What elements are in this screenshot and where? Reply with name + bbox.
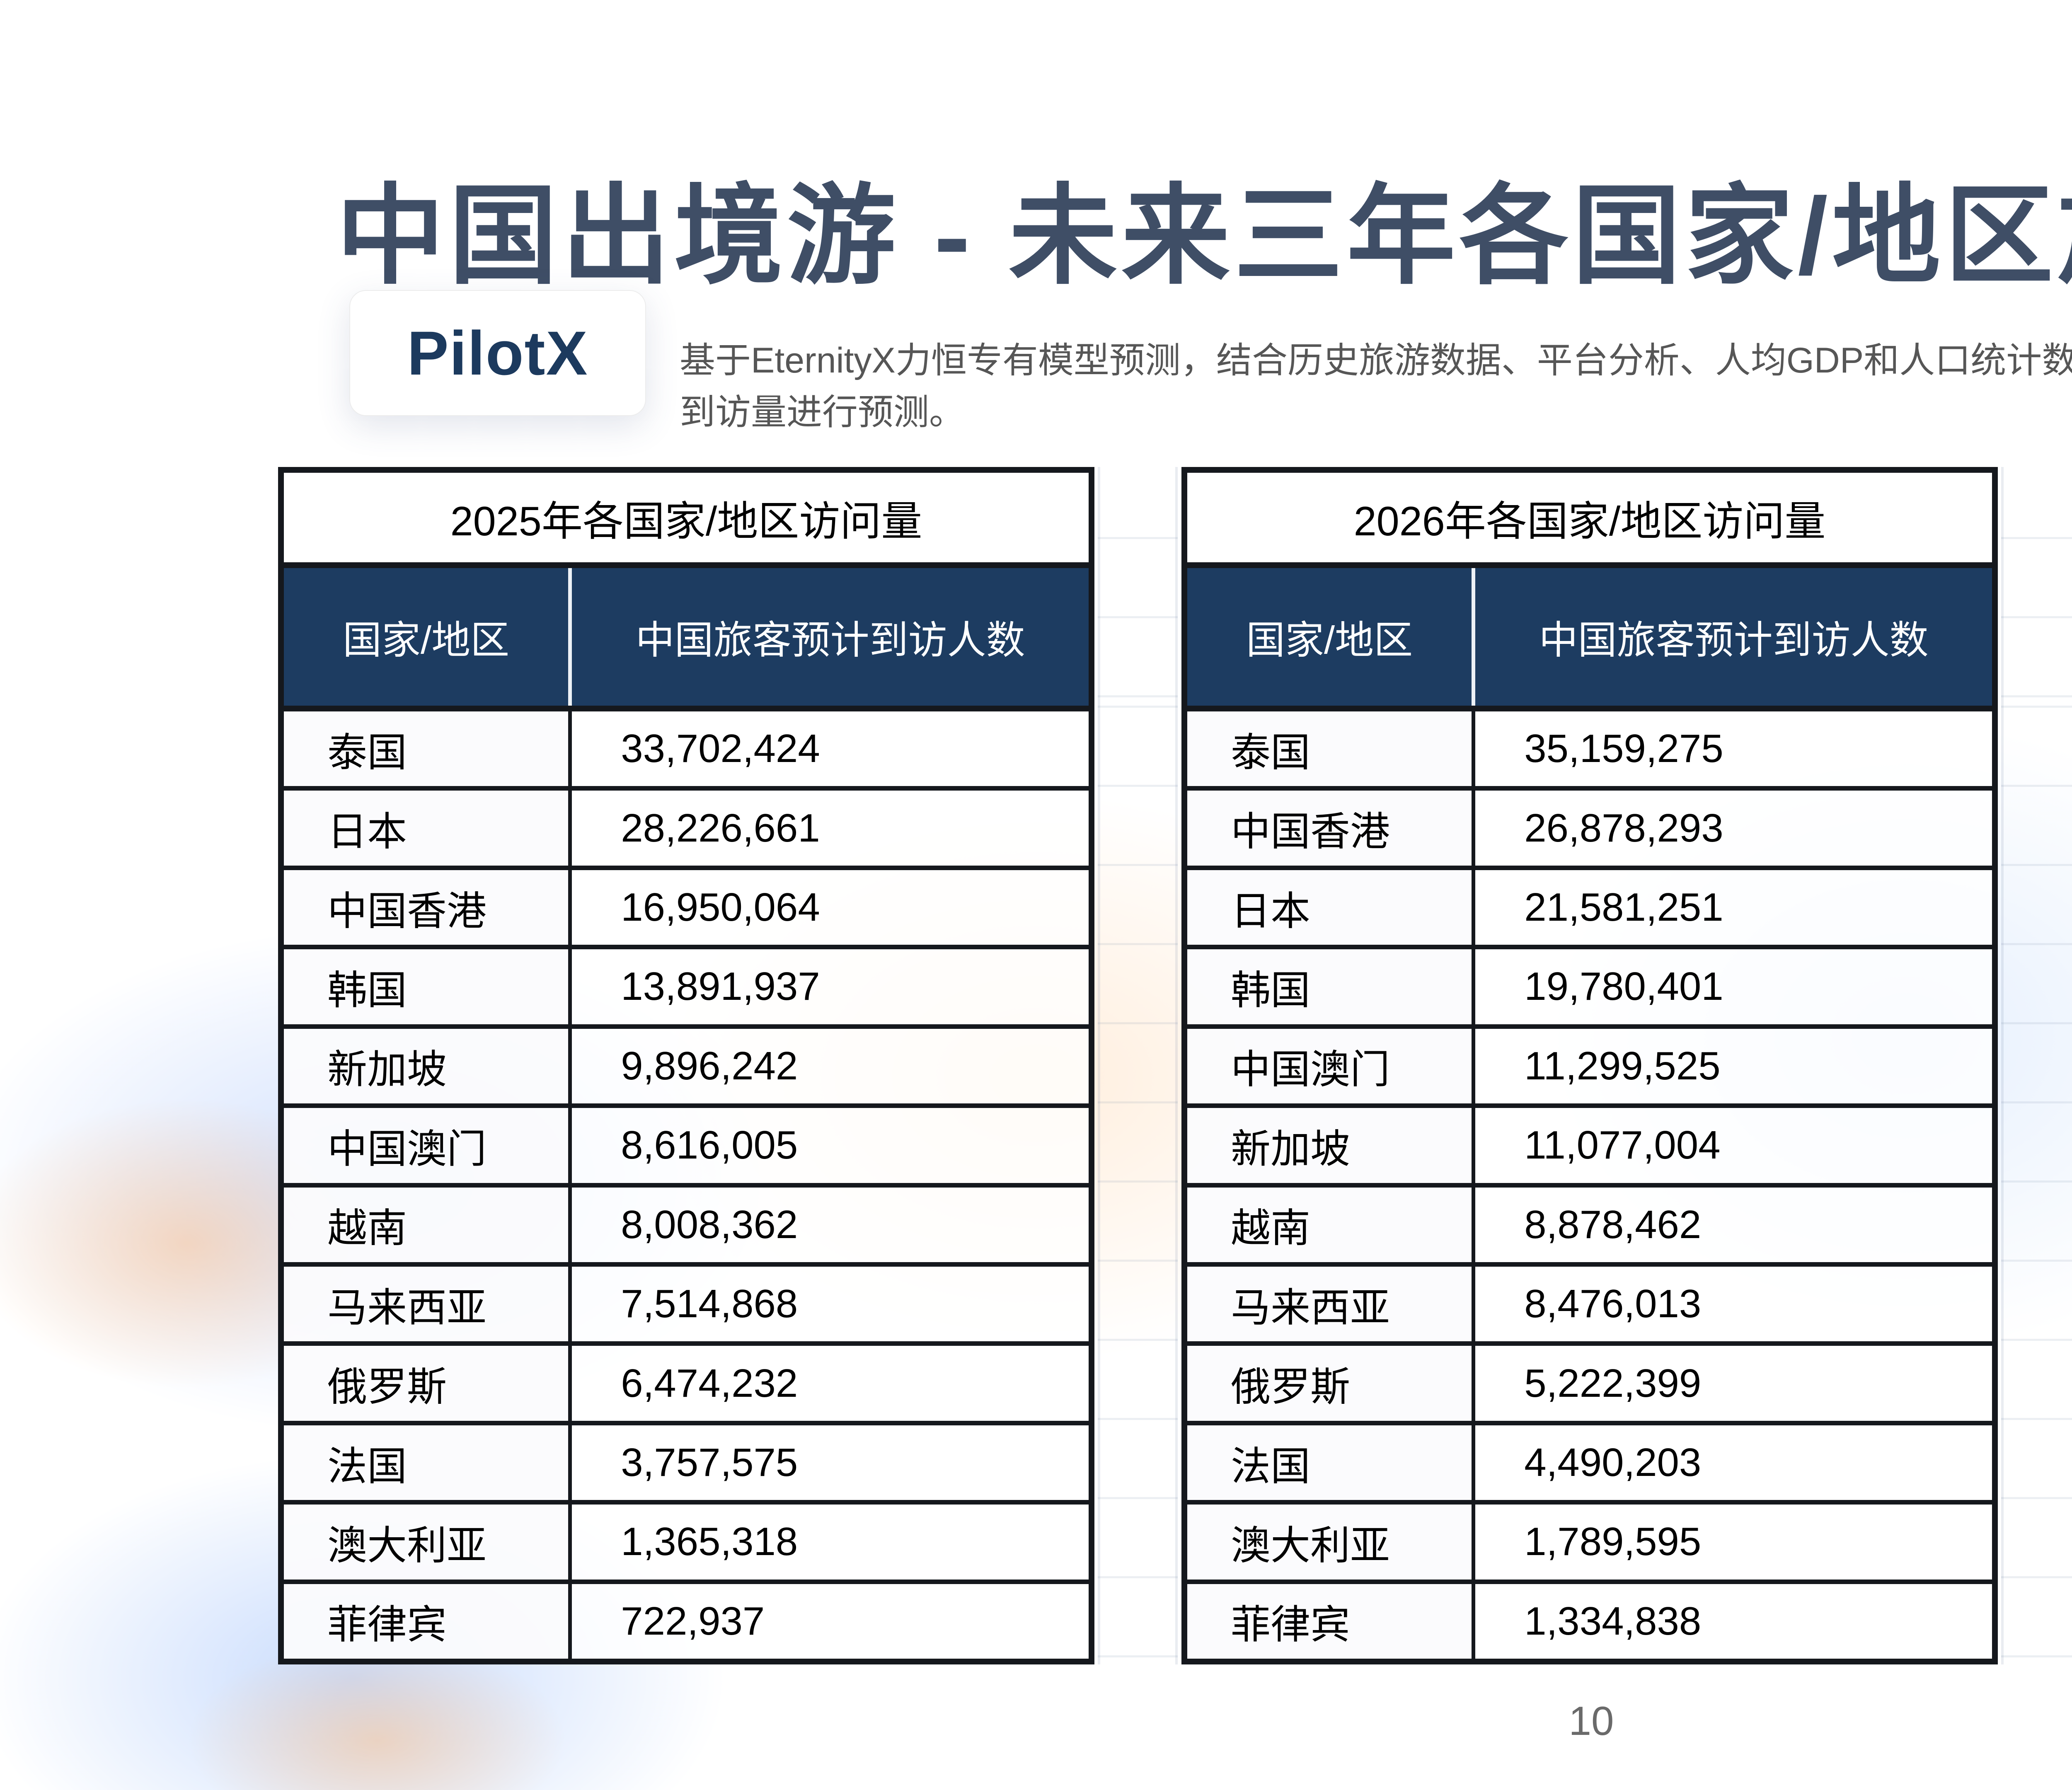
page-title-main: 中国出境游 - 未来三年各国家/地区旅客 xyxy=(336,175,2072,297)
description: 基于EternityX力恒专有模型预测，结合历史旅游数据、平台分析、人均GDP和… xyxy=(680,335,2072,438)
table-row: 澳大利亚 1,789,595 xyxy=(1187,1500,1992,1580)
country-cell: 马来西亚 xyxy=(1187,1266,1476,1342)
description-line1: 基于EternityX力恒专有模型预测，结合历史旅游数据、平台分析、人均GDP和… xyxy=(680,341,2072,380)
visitors-cell: 19,780,401 xyxy=(1475,949,1992,1024)
country-cell: 中国澳门 xyxy=(1187,1028,1476,1104)
table-header-row: 国家/地区 中国旅客预计到访人数 xyxy=(284,568,1089,711)
column-header-visitors: 中国旅客预计到访人数 xyxy=(1539,618,1929,662)
visitors-cell: 8,008,362 xyxy=(572,1187,1089,1262)
forecast-table-2025: 2025年各国家/地区访问量 国家/地区 中国旅客预计到访人数 泰国 33,702… xyxy=(278,467,1094,1664)
column-header-visitors: 中国旅客预计到访人数 xyxy=(635,618,1025,662)
table-row: 泰国 35,159,275 xyxy=(1187,711,1992,786)
visitors-cell: 6,474,232 xyxy=(572,1346,1089,1421)
ghost-gridline-strip xyxy=(1098,467,1178,1664)
pilotx-badge: PilotX xyxy=(349,290,646,416)
country-cell: 法国 xyxy=(1187,1425,1476,1500)
visitors-cell: 8,878,462 xyxy=(1475,1187,1992,1262)
country-cell: 泰国 xyxy=(1187,711,1476,786)
country-cell: 马来西亚 xyxy=(284,1266,572,1342)
country-cell: 法国 xyxy=(284,1425,572,1500)
table-row: 中国香港 26,878,293 xyxy=(1187,786,1992,866)
visitors-cell: 1,334,838 xyxy=(1475,1584,1992,1659)
visitors-cell: 9,896,242 xyxy=(572,1028,1089,1104)
description-line2: 到访量进行预测。 xyxy=(680,392,965,432)
country-cell: 澳大利亚 xyxy=(284,1505,572,1580)
table-row: 马来西亚 7,514,868 xyxy=(284,1262,1089,1342)
visitors-cell: 13,891,937 xyxy=(572,949,1089,1024)
pilotx-badge-label: PilotX xyxy=(407,318,588,388)
visitors-cell: 21,581,251 xyxy=(1475,870,1992,945)
column-header-country: 国家/地区 xyxy=(284,568,572,706)
table-row: 韩国 19,780,401 xyxy=(1187,945,1992,1024)
visitors-cell: 28,226,661 xyxy=(572,791,1089,866)
column-header-country: 国家/地区 xyxy=(1187,568,1476,706)
country-cell: 越南 xyxy=(1187,1187,1476,1262)
table-body: 泰国 33,702,424 日本 28,226,661 中国香港 16,950,064 韩国… xyxy=(284,711,1089,1659)
country-cell: 俄罗斯 xyxy=(1187,1346,1476,1421)
country-cell: 中国香港 xyxy=(284,870,572,945)
visitors-cell: 722,937 xyxy=(572,1584,1089,1659)
table-row: 中国澳门 8,616,005 xyxy=(284,1103,1089,1183)
visitors-cell: 7,514,868 xyxy=(572,1266,1089,1342)
table-row: 澳大利亚 1,365,318 xyxy=(284,1500,1089,1580)
country-cell: 新加坡 xyxy=(284,1028,572,1104)
page-number: 10 xyxy=(1569,1698,1614,1744)
table-row: 日本 28,226,661 xyxy=(284,786,1089,866)
visitors-cell: 11,077,004 xyxy=(1475,1108,1992,1183)
table-row: 中国澳门 11,299,525 xyxy=(1187,1024,1992,1104)
table-row: 中国香港 16,950,064 xyxy=(284,865,1089,945)
country-cell: 日本 xyxy=(284,791,572,866)
country-cell: 新加坡 xyxy=(1187,1108,1476,1183)
table-row: 越南 8,008,362 xyxy=(284,1183,1089,1262)
ghost-gridline-strip xyxy=(2001,467,2072,1664)
table-row: 新加坡 9,896,242 xyxy=(284,1024,1089,1104)
table-row: 马来西亚 8,476,013 xyxy=(1187,1262,1992,1342)
table-title: 2025年各国家/地区访问量 xyxy=(284,473,1089,568)
country-cell: 中国澳门 xyxy=(284,1108,572,1183)
table-row: 菲律宾 1,334,838 xyxy=(1187,1579,1992,1659)
visitors-cell: 1,789,595 xyxy=(1475,1505,1992,1580)
country-cell: 菲律宾 xyxy=(1187,1584,1476,1659)
visitors-cell: 33,702,424 xyxy=(572,711,1089,786)
visitors-cell: 26,878,293 xyxy=(1475,791,1992,866)
country-cell: 俄罗斯 xyxy=(284,1346,572,1421)
table-row: 韩国 13,891,937 xyxy=(284,945,1089,1024)
visitors-cell: 1,365,318 xyxy=(572,1505,1089,1580)
table-row: 俄罗斯 6,474,232 xyxy=(284,1341,1089,1421)
visitors-cell: 16,950,064 xyxy=(572,870,1089,945)
table-row: 越南 8,878,462 xyxy=(1187,1183,1992,1262)
country-cell: 菲律宾 xyxy=(284,1584,572,1659)
table-row: 法国 3,757,575 xyxy=(284,1420,1089,1500)
visitors-cell: 8,616,005 xyxy=(572,1108,1089,1183)
table-body: 泰国 35,159,275 中国香港 26,878,293 日本 21,581,251 韩国… xyxy=(1187,711,1992,1659)
table-header-row: 国家/地区 中国旅客预计到访人数 xyxy=(1187,568,1992,711)
visitors-cell: 8,476,013 xyxy=(1475,1266,1992,1342)
country-cell: 日本 xyxy=(1187,870,1476,945)
table-row: 俄罗斯 5,222,399 xyxy=(1187,1341,1992,1421)
visitors-cell: 5,222,399 xyxy=(1475,1346,1992,1421)
table-row: 菲律宾 722,937 xyxy=(284,1579,1089,1659)
visitors-cell: 3,757,575 xyxy=(572,1425,1089,1500)
visitors-cell: 4,490,203 xyxy=(1475,1425,1992,1500)
country-cell: 澳大利亚 xyxy=(1187,1505,1476,1580)
page-title: 中国出境游 - 未来三年各国家/地区旅客访问量预测 xyxy=(0,175,2072,297)
tables-area: 2025年各国家/地区访问量 国家/地区 中国旅客预计到访人数 泰国 33,702… xyxy=(278,467,2072,1664)
country-cell: 韩国 xyxy=(1187,949,1476,1024)
table-row: 法国 4,490,203 xyxy=(1187,1420,1992,1500)
forecast-table-2026: 2026年各国家/地区访问量 国家/地区 中国旅客预计到访人数 泰国 35,159… xyxy=(1181,467,1998,1664)
table-row: 日本 21,581,251 xyxy=(1187,865,1992,945)
country-cell: 中国香港 xyxy=(1187,791,1476,866)
table-title: 2026年各国家/地区访问量 xyxy=(1187,473,1992,568)
visitors-cell: 35,159,275 xyxy=(1475,711,1992,786)
country-cell: 泰国 xyxy=(284,711,572,786)
table-row: 泰国 33,702,424 xyxy=(284,711,1089,786)
country-cell: 越南 xyxy=(284,1187,572,1262)
visitors-cell: 11,299,525 xyxy=(1475,1028,1992,1104)
table-row: 新加坡 11,077,004 xyxy=(1187,1103,1992,1183)
country-cell: 韩国 xyxy=(284,949,572,1024)
